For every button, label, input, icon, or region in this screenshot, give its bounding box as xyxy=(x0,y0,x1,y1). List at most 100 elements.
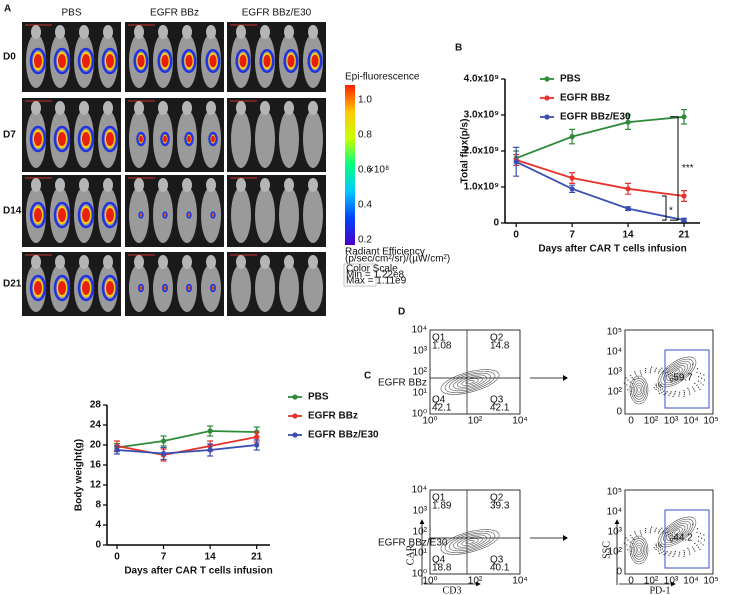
legend-label: PBS xyxy=(308,392,329,403)
event xyxy=(639,530,641,532)
event xyxy=(697,540,700,542)
y-tick-label: 16 xyxy=(90,460,102,471)
event xyxy=(658,530,660,532)
arrow-head xyxy=(563,375,568,381)
signal xyxy=(136,131,146,147)
event xyxy=(688,551,691,553)
event xyxy=(661,367,663,369)
image-cell xyxy=(22,252,121,316)
event xyxy=(683,391,686,394)
signal xyxy=(29,47,47,75)
event xyxy=(702,544,704,546)
signal xyxy=(53,47,71,75)
scale-minmax: Max = 1.11e9 xyxy=(346,276,407,287)
event xyxy=(650,368,652,370)
event xyxy=(661,551,663,553)
signal xyxy=(139,135,143,143)
event xyxy=(663,390,665,392)
event xyxy=(649,532,652,534)
legend-label: EGFR BBz/E30 xyxy=(560,112,631,123)
event xyxy=(696,384,698,386)
event xyxy=(661,527,663,529)
event xyxy=(635,373,637,375)
scale-box xyxy=(343,263,377,287)
contour xyxy=(665,363,689,381)
x-tick-label: 7 xyxy=(569,230,575,241)
event xyxy=(660,543,662,546)
x-axis-label: CD3 xyxy=(443,585,462,595)
y-tick-label: 24 xyxy=(90,420,102,431)
signal xyxy=(77,201,95,229)
plot-frame xyxy=(429,329,521,415)
contour xyxy=(453,534,487,550)
scale-title: Epi-fluorescence xyxy=(345,72,420,83)
event xyxy=(666,551,668,553)
mouse-head xyxy=(206,255,216,269)
panel-label: C xyxy=(364,371,371,382)
x-tick-label: 10² xyxy=(644,416,659,427)
event xyxy=(661,391,663,393)
scale-minmax: Min = 1.22e8 xyxy=(346,270,405,281)
event xyxy=(635,533,637,535)
mouse-head xyxy=(31,178,41,192)
y-tick-label: 0 xyxy=(95,540,101,551)
y-tick-label: 4 xyxy=(95,520,101,531)
event xyxy=(626,384,628,386)
event xyxy=(659,392,661,395)
event xyxy=(671,540,673,542)
event xyxy=(645,531,647,534)
mouse-head xyxy=(79,25,89,39)
y-tick-label: 10⁴ xyxy=(607,347,622,358)
mouse-head xyxy=(260,178,270,192)
event xyxy=(665,392,667,394)
event xyxy=(691,546,694,548)
scale-units: (p/sec/cm²/sr)/(µW/cm²) xyxy=(345,254,450,265)
event xyxy=(669,552,671,555)
event xyxy=(702,384,704,386)
contour xyxy=(634,542,644,558)
legend-label: PBS xyxy=(560,74,581,85)
event xyxy=(669,375,672,377)
event xyxy=(665,552,667,554)
contour xyxy=(631,538,647,562)
event xyxy=(689,553,691,555)
event xyxy=(660,383,662,386)
plot-frame xyxy=(429,489,521,575)
event xyxy=(654,529,656,531)
signal xyxy=(29,125,47,153)
signal xyxy=(263,54,271,68)
image-cell xyxy=(227,175,326,247)
quadrant-value: 42.1 xyxy=(432,403,452,414)
event xyxy=(658,545,660,548)
event xyxy=(683,551,686,554)
y-tick-label: 10⁴ xyxy=(412,485,427,496)
legend-marker xyxy=(292,413,298,419)
mouse-head xyxy=(308,101,318,115)
event xyxy=(691,363,694,366)
signal xyxy=(259,48,275,74)
event xyxy=(694,542,696,545)
event xyxy=(659,552,661,555)
point xyxy=(569,186,575,192)
legend-label: EGFR BBz/E30 xyxy=(308,430,379,441)
event xyxy=(649,370,651,372)
signal xyxy=(34,281,42,295)
contour xyxy=(461,378,479,386)
signal xyxy=(106,54,114,68)
event xyxy=(679,551,681,553)
event xyxy=(658,542,660,544)
mouse-head xyxy=(206,25,216,39)
contour xyxy=(660,358,694,386)
signal xyxy=(101,125,119,153)
point xyxy=(681,217,687,223)
event xyxy=(657,388,660,390)
signal xyxy=(184,131,194,147)
image-cell xyxy=(125,252,224,316)
y-tick-label: 4.0x10⁹ xyxy=(464,74,500,85)
mouse-head xyxy=(103,25,113,39)
y-tick-label: 10² xyxy=(608,387,623,398)
quadrant-name: Q3 xyxy=(490,395,504,406)
event xyxy=(669,535,672,537)
x-tick-label: 10⁵ xyxy=(703,416,718,427)
event xyxy=(655,385,657,387)
